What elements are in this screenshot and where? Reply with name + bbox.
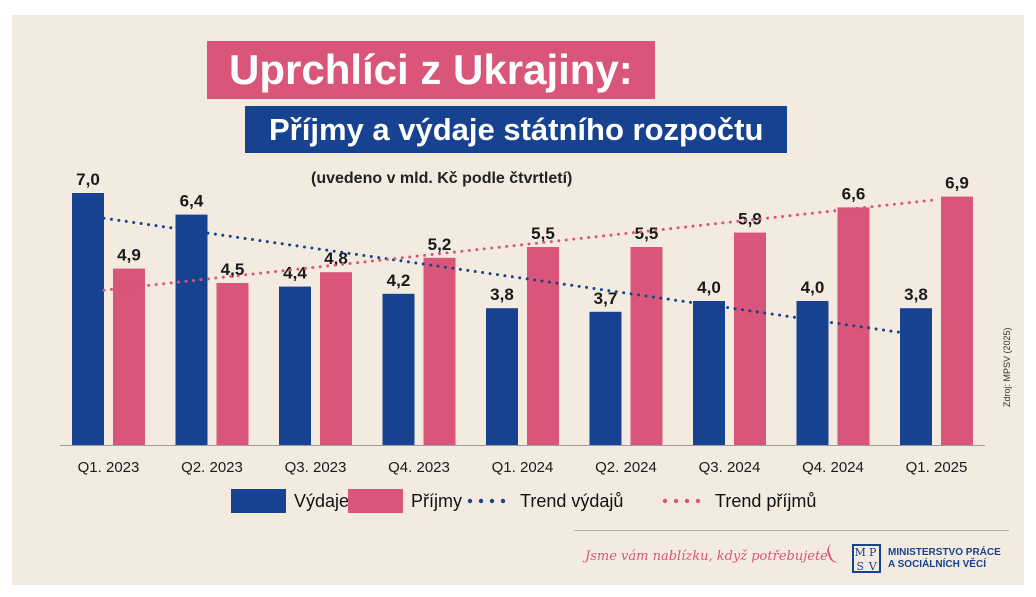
- bar-prijmy: [320, 272, 352, 445]
- x-tick-label: Q3. 2024: [699, 459, 761, 476]
- footer-divider: [574, 530, 1009, 531]
- data-label: 3,8: [904, 285, 928, 304]
- bar-vydaje: [72, 193, 104, 445]
- bar-prijmy: [941, 196, 973, 445]
- x-tick-label: Q4. 2024: [802, 459, 864, 476]
- legend-trend-prijmu: Trend příjmů: [662, 489, 816, 513]
- x-tick-label: Q1. 2024: [492, 459, 554, 476]
- bar-vydaje: [382, 293, 415, 445]
- legend-label-prijmy: Příjmy: [411, 490, 462, 511]
- bar-prijmy: [527, 247, 559, 445]
- footer-slogan: Jsme vám nablízku, když potřebujete: [585, 549, 828, 564]
- bar-vydaje: [796, 301, 829, 445]
- chart-title: Uprchlíci z Ukrajiny:: [207, 41, 655, 99]
- data-label: 4,9: [117, 246, 141, 265]
- mpsv-logo: M P S V: [852, 544, 881, 573]
- bar-prijmy: [423, 257, 456, 445]
- bar-prijmy: [734, 232, 766, 445]
- legend-prijmy: Příjmy: [348, 489, 462, 513]
- source-note: Zdroj: MPSV (2025): [1002, 327, 1012, 407]
- trend-line-vydaju: [102, 216, 934, 339]
- data-label: 4,2: [387, 271, 411, 290]
- bar-vydaje: [900, 308, 932, 445]
- x-tick-label: Q1. 2023: [78, 459, 140, 476]
- chart-subtitle: Příjmy a výdaje státního rozpočtu: [245, 106, 788, 153]
- ministry-line-2: A SOCIÁLNÍCH VĚCÍ: [888, 559, 986, 570]
- ministry-line-1: MINISTERSTVO PRÁCE: [888, 547, 1001, 558]
- data-label: 5,5: [635, 224, 659, 243]
- bar-prijmy: [216, 283, 249, 445]
- legend-label-vydaje: Výdaje: [294, 490, 350, 511]
- legend-trend-vydaju: Trend výdajů: [467, 489, 623, 513]
- data-label: 3,7: [594, 289, 618, 308]
- bar-prijmy: [113, 268, 145, 445]
- data-label: 4,0: [697, 278, 721, 297]
- legend-swatch-vydaje: [231, 489, 286, 513]
- data-label: 5,5: [531, 224, 555, 243]
- data-label: 6,6: [842, 184, 866, 203]
- bar-vydaje: [589, 311, 622, 445]
- x-tick-label: Q2. 2023: [181, 459, 243, 476]
- data-label: 6,9: [945, 174, 969, 193]
- data-label: 3,8: [490, 285, 514, 304]
- bar-vydaje: [175, 214, 208, 445]
- data-label: 4,0: [801, 278, 825, 297]
- x-tick-label: Q1. 2025: [906, 459, 968, 476]
- data-label: 6,4: [180, 192, 204, 211]
- x-tick-label: Q3. 2023: [285, 459, 347, 476]
- data-label: 4,4: [283, 264, 307, 283]
- x-tick-label: Q4. 2023: [388, 459, 450, 476]
- data-label: 7,0: [76, 170, 100, 189]
- data-label: 5,2: [428, 235, 452, 254]
- legend-dots-vydaju: [467, 498, 506, 504]
- x-tick-label: Q2. 2024: [595, 459, 657, 476]
- legend-vydaje: Výdaje: [231, 489, 349, 513]
- legend-label-trend-vydaju: Trend výdajů: [520, 490, 624, 511]
- bar-vydaje: [693, 301, 725, 445]
- legend-label-trend-prijmu: Trend příjmů: [715, 490, 817, 511]
- legend-dots-prijmu: [662, 498, 701, 504]
- bar-vydaje: [486, 308, 518, 445]
- bar-prijmy: [630, 247, 663, 445]
- bar-vydaje: [279, 286, 311, 445]
- ministry-name: MINISTERSTVO PRÁCE A SOCIÁLNÍCH VĚCÍ: [888, 547, 1001, 571]
- legend-swatch-prijmy: [348, 489, 403, 513]
- data-label: 5,9: [738, 210, 762, 229]
- units-note: (uvedeno v mld. Kč podle čtvrtletí): [311, 170, 573, 187]
